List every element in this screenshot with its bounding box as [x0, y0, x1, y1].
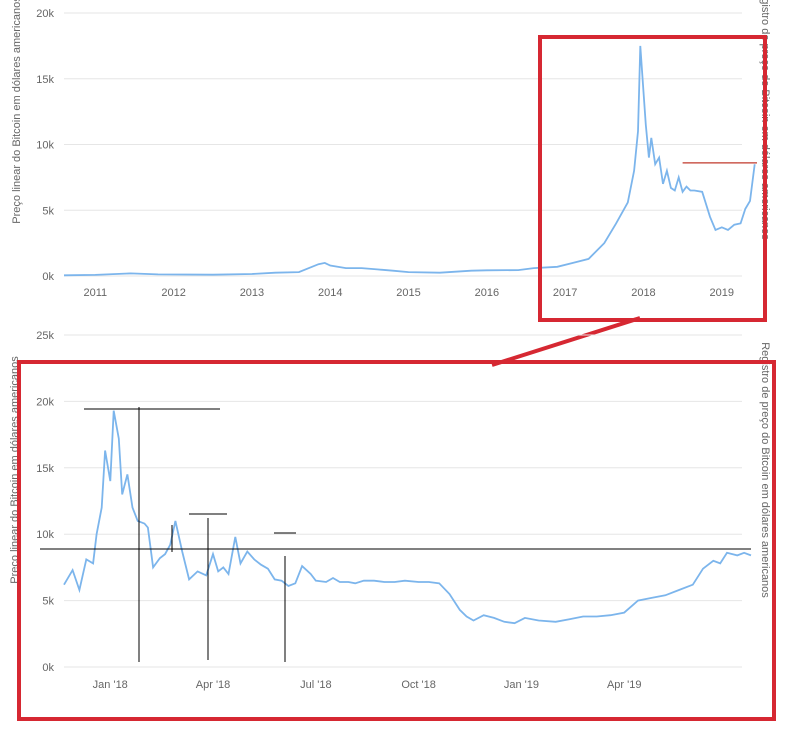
bottom-y-tick-label: 15k — [36, 463, 54, 475]
bottom-x-tick-label: Jul '18 — [300, 679, 331, 691]
bottom-y-tick-label: 5k — [42, 596, 54, 608]
bottom-series-line — [63, 410, 752, 625]
top-y-tick-label: 20k — [36, 8, 54, 20]
highlight-box-top — [538, 35, 767, 322]
top-y-tick-label: 5k — [42, 205, 54, 217]
top-y-tick-label: 0k — [42, 271, 54, 283]
top-x-tick-label: 2016 — [475, 287, 499, 299]
bottom-x-tick-label: Apr '19 — [607, 679, 642, 691]
annotation-lines — [40, 407, 751, 662]
top-series-line — [63, 45, 756, 277]
top-y-tick-label: 10k — [36, 140, 54, 152]
bottom-y-tick-label: 0k — [42, 662, 54, 674]
bottom-x-tick-label: Apr '18 — [196, 679, 231, 691]
bottom-y-axis-label-right: Registro de preço do Bitcoin em dólares … — [759, 342, 771, 598]
top-x-tick-label: 2012 — [161, 287, 185, 299]
bottom-y-tick-label: 10k — [36, 529, 54, 541]
top-x-tick-label: 2017 — [553, 287, 577, 299]
connector-arrow — [491, 316, 641, 367]
bottom-x-tick-label: Jan '19 — [504, 679, 539, 691]
top-chart: 0k 5k 10k 15k 20k 2011 2012 2013 2014 2015 2016 20… — [11, 0, 771, 322]
top-x-tick-label: 2018 — [631, 287, 655, 299]
top-x-tick-label: 2019 — [710, 287, 734, 299]
bottom-x-tick-label: Oct '18 — [401, 679, 436, 691]
bottom-x-tick-label: Jan '18 — [93, 679, 128, 691]
highlight-box-bottom — [17, 360, 776, 721]
top-x-tick-label: 2014 — [318, 287, 342, 299]
top-y-tick-label: 15k — [36, 74, 54, 86]
top-y-axis-label: Preço linear do Bitcoin em dólares ameri… — [11, 0, 23, 224]
top-x-tick-label: 2011 — [83, 287, 107, 299]
bottom-y-tick-label: 20k — [36, 396, 54, 408]
top-x-tick-label: 2013 — [240, 287, 264, 299]
top-x-tick-label: 2015 — [396, 287, 420, 299]
bottom-chart: 0k 5k 10k 15k 20k 25k Jan '18 Apr '18 Jul '18 Oc… — [9, 330, 776, 721]
bottom-y-tick-label: 25k — [36, 330, 54, 342]
